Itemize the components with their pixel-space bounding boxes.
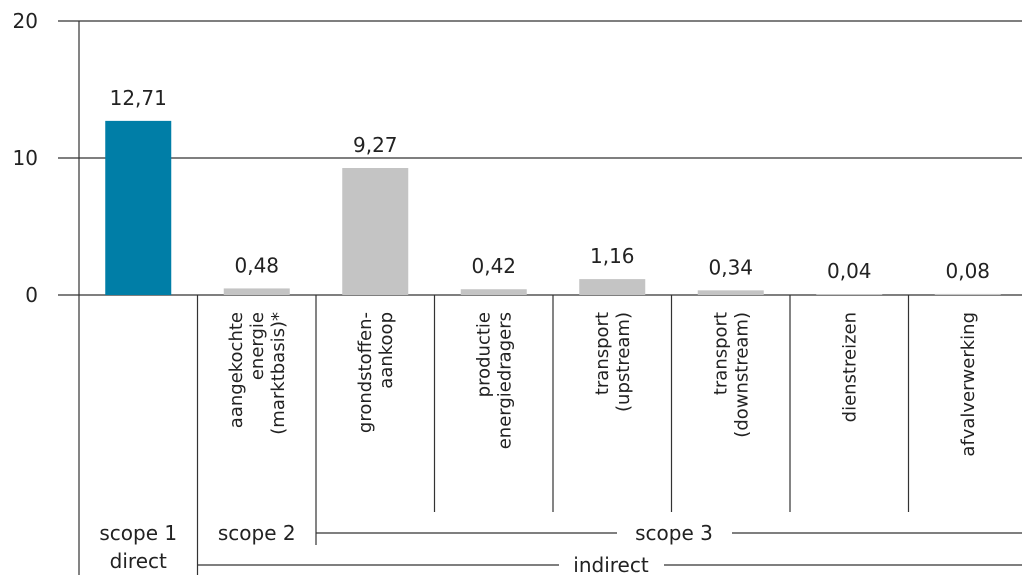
- bar-5: [697, 290, 764, 295]
- category-label-3-line-1: energiedragers: [494, 312, 515, 449]
- category-label-1-line-0: aangekochte: [226, 312, 247, 428]
- category-label-4-line-1: (upstream): [613, 312, 634, 412]
- category-label-4-line-0: transport: [592, 312, 613, 395]
- bar-1: [223, 288, 290, 295]
- value-label-3: 0,42: [471, 254, 516, 278]
- category-label-3: productieenergiedragers: [473, 312, 515, 449]
- scope1-sublabel: direct: [110, 549, 167, 573]
- scope-groups: scope 1 direct scope 2 scope 3 indirect: [99, 521, 1022, 575]
- category-label-6: dienstreizen: [839, 312, 860, 422]
- category-label-1-line-2: (marktbasis)*: [268, 312, 289, 435]
- scope3-label: scope 3: [635, 521, 713, 545]
- category-label-1-line-1: energie: [247, 312, 268, 380]
- y-tick-label-20: 20: [13, 9, 38, 33]
- y-axis-ticks: 0 10 20: [13, 9, 38, 307]
- category-label-5-line-0: transport: [710, 312, 731, 395]
- y-tick-label-10: 10: [13, 146, 38, 170]
- bar-7: [934, 293, 1001, 295]
- gridlines: [58, 20, 1022, 575]
- scope1-label: scope 1: [99, 521, 177, 545]
- category-label-5: transport(downstream): [710, 312, 752, 438]
- category-label-7-line-0: afvalverwerking: [958, 312, 979, 457]
- category-dividers: [196, 295, 910, 575]
- bar-2: [342, 168, 409, 295]
- category-label-1: aangekochteenergie(marktbasis)*: [226, 312, 289, 435]
- category-label-2: grondstoffen-aankoop: [355, 312, 397, 433]
- value-label-7: 0,08: [945, 259, 990, 283]
- category-label-5-line-1: (downstream): [731, 312, 752, 438]
- indirect-label: indirect: [573, 553, 649, 575]
- category-label-2-line-0: grondstoffen-: [355, 312, 376, 433]
- category-label-4: transport(upstream): [592, 312, 634, 412]
- category-label-3-line-0: productie: [473, 312, 494, 397]
- category-label-6-line-0: dienstreizen: [839, 312, 860, 422]
- bar-0: [105, 120, 172, 295]
- bars: [105, 120, 1001, 295]
- value-label-0: 12,71: [110, 86, 167, 110]
- category-label-7: afvalverwerking: [958, 312, 979, 457]
- value-label-1: 0,48: [234, 253, 279, 277]
- value-label-4: 1,16: [590, 244, 635, 268]
- value-label-6: 0,04: [827, 259, 872, 283]
- category-labels: aangekochteenergie(marktbasis)* grondstof…: [226, 312, 979, 457]
- y-tick-label-0: 0: [25, 283, 38, 307]
- value-label-2: 9,27: [353, 133, 398, 157]
- value-labels: 12,71 0,48 9,27 0,42 1,16 0,34 0,04 0,08: [110, 86, 990, 283]
- bar-3: [460, 289, 527, 295]
- bar-6: [816, 294, 883, 295]
- scope2-label: scope 2: [218, 521, 296, 545]
- bar-4: [579, 279, 646, 295]
- value-label-5: 0,34: [708, 255, 753, 279]
- category-label-2-line-1: aankoop: [376, 312, 397, 389]
